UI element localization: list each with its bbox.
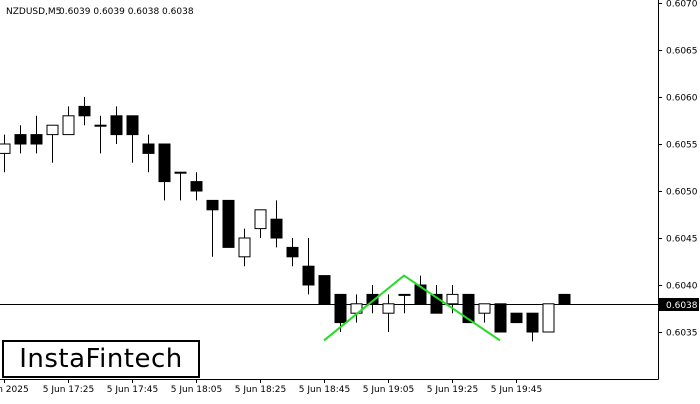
candle-body [414, 284, 427, 305]
x-tick-label: 5 Jun 19:05 [363, 385, 414, 395]
candle-body [494, 303, 507, 333]
candle-body [206, 199, 219, 211]
x-tick-label: 5 Jun 19:25 [427, 385, 478, 395]
candle-body [142, 143, 155, 154]
candle-body [238, 237, 251, 258]
candle-body [446, 293, 459, 305]
x-tick-label: 5 Jun 2025 [0, 385, 29, 395]
candle-body [78, 105, 91, 117]
y-tick-label: 0.6050 [666, 188, 698, 198]
logo-text: InstaFintech [19, 344, 183, 374]
candle-body [286, 246, 299, 258]
candle-body [510, 312, 523, 324]
candle-body [158, 143, 171, 183]
instafintech-logo: InstaFintech [2, 340, 200, 378]
candle-body [46, 124, 59, 136]
candle-body [542, 303, 555, 333]
candle-body [14, 134, 27, 145]
candle-body [174, 171, 187, 174]
candle-body [334, 293, 347, 324]
candle-body [110, 115, 123, 136]
x-tick-label: 5 Jun 18:25 [235, 385, 286, 395]
candle-body [126, 115, 139, 136]
current-price-label: 0.6038 [666, 301, 698, 311]
candle-body [254, 209, 267, 230]
y-tick-label: 0.6065 [666, 47, 698, 57]
candle-body [190, 181, 203, 192]
x-tick-label: 5 Jun 17:25 [43, 385, 94, 395]
candle-body [222, 199, 235, 248]
candle-body [382, 303, 395, 314]
candle-body [430, 293, 443, 314]
chart-symbol-label: NZDUSD,M5 [6, 7, 61, 17]
y-tick-label: 0.6040 [666, 282, 698, 292]
y-tick-label: 0.6060 [666, 94, 698, 104]
y-tick-label: 0.6055 [666, 141, 698, 151]
candle-body [366, 293, 379, 305]
chart-ohlc-label: 0.6039 0.6039 0.6038 0.6038 [59, 7, 194, 17]
candle-body [318, 275, 331, 305]
x-tick-label: 5 Jun 18:45 [299, 385, 350, 395]
candle-body [270, 218, 283, 239]
double-bottom-pattern-line [323, 274, 501, 342]
y-tick-label: 0.6045 [666, 235, 698, 245]
x-tick-label: 5 Jun 19:45 [491, 385, 542, 395]
y-tick-label: 0.6070 [666, 0, 698, 10]
candle-body [30, 134, 43, 145]
candle-body [398, 293, 411, 296]
candle-body [0, 143, 11, 154]
x-tick-label: 5 Jun 17:45 [107, 385, 158, 395]
candle-body [558, 293, 571, 305]
candle-body [462, 293, 475, 324]
candle-body [302, 265, 315, 286]
candle-body [62, 115, 75, 136]
current-price-box [659, 298, 699, 311]
candle-body [478, 303, 491, 314]
x-tick-label: 5 Jun 18:05 [171, 385, 222, 395]
y-tick-label: 0.6035 [666, 329, 698, 339]
candle-body [526, 312, 539, 333]
candle-body [94, 124, 107, 127]
